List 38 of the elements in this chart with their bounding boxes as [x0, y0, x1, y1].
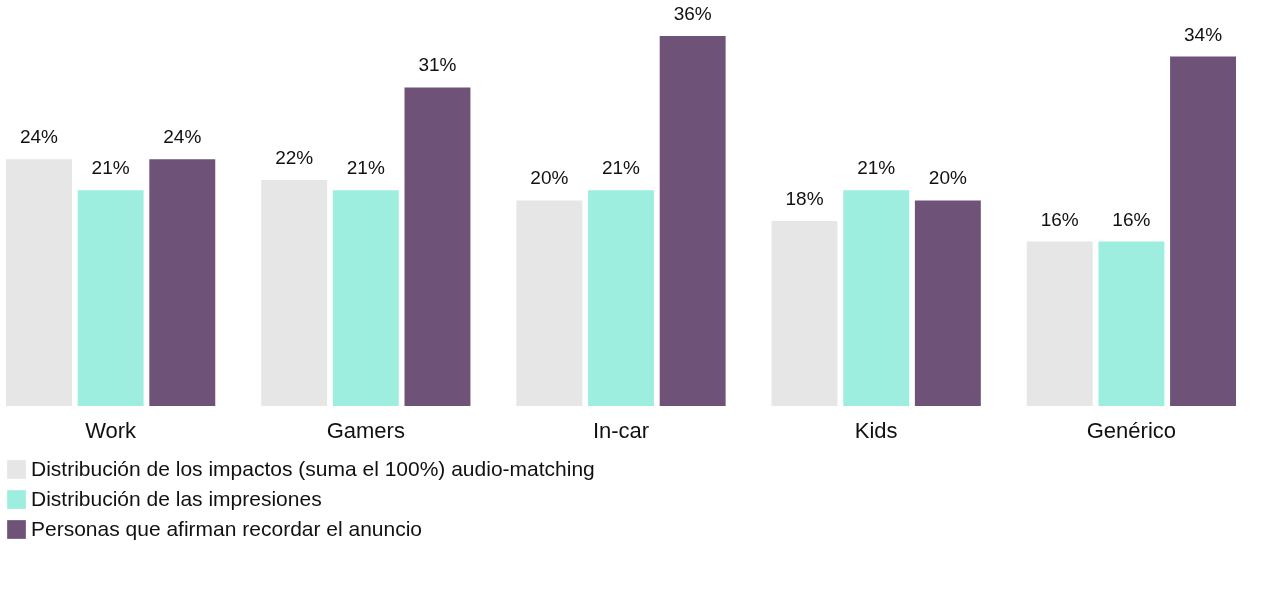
bar	[77, 190, 144, 406]
legend-label: Personas que afirman recordar el anuncio	[31, 516, 423, 540]
data-label: 18%	[785, 188, 824, 209]
x-tick-label: Work	[85, 417, 138, 443]
legend-label: Distribución de las impresiones	[31, 486, 322, 510]
bar	[404, 87, 471, 406]
bar	[6, 159, 72, 406]
data-label: 31%	[418, 54, 457, 76]
bar	[659, 36, 726, 406]
data-label: 24%	[163, 126, 202, 148]
data-label: 21%	[91, 157, 130, 179]
data-label: 21%	[857, 157, 896, 179]
bar	[1170, 56, 1236, 406]
data-label: 16%	[1112, 208, 1151, 230]
legend-label: Distribución de los impactos (suma el 100%) audio-matching	[31, 456, 595, 480]
data-label: 16%	[1040, 208, 1079, 230]
x-tick-label: Genérico	[1086, 417, 1177, 443]
data-label: 21%	[601, 157, 641, 179]
bar	[1026, 241, 1093, 406]
bar	[1098, 241, 1165, 406]
bar	[914, 200, 981, 406]
x-tick-label: Kids	[854, 417, 898, 443]
bar	[843, 190, 910, 406]
x-tick-label: Gamers	[326, 417, 405, 443]
bar	[516, 200, 583, 406]
data-label: 36%	[673, 3, 712, 24]
data-label: 22%	[275, 146, 314, 168]
x-tick-label: In-car	[592, 417, 650, 443]
data-label: 21%	[346, 157, 385, 179]
data-label: 20%	[928, 167, 967, 189]
bar	[261, 179, 328, 406]
bar	[588, 190, 654, 406]
data-label: 24%	[19, 126, 59, 148]
data-label: 34%	[1184, 23, 1223, 45]
bar	[332, 190, 399, 406]
bar	[771, 221, 838, 406]
data-label: 20%	[530, 167, 569, 189]
bar	[149, 159, 216, 406]
